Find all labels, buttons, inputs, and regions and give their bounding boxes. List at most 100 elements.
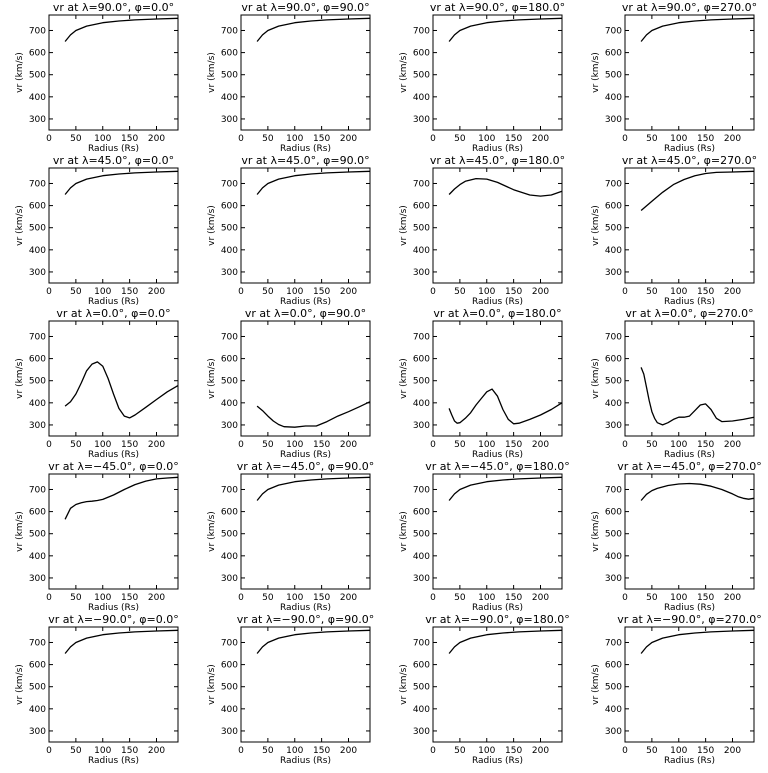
y-tick-label: 700	[605, 26, 622, 36]
x-tick-label: 50	[70, 134, 82, 144]
y-tick-label: 600	[605, 202, 622, 212]
x-axis-label: Radius (Rs)	[472, 144, 523, 154]
x-axis-label: Radius (Rs)	[280, 144, 331, 154]
panel-title: vr at λ=−90.0°, φ=0.0°	[48, 613, 178, 626]
panel-1-2: vr at λ=45.0°, φ=180.0° 0 50 100 150 200 300 40…	[399, 154, 565, 307]
series-line	[64, 476, 179, 520]
x-tick-label: 0	[430, 134, 436, 144]
panel-title: vr at λ=90.0°, φ=0.0°	[53, 1, 174, 14]
y-tick-label: 500	[221, 224, 238, 234]
x-tick-label: 150	[697, 134, 714, 144]
panel-title: vr at λ=−45.0°, φ=180.0°	[425, 460, 569, 473]
plot-frame	[240, 167, 371, 284]
y-tick-label: 400	[413, 246, 430, 256]
x-axis-label: Radius (Rs)	[280, 297, 331, 307]
plot-frame	[432, 14, 563, 131]
y-tick-label: 300	[413, 115, 430, 125]
y-tick-label: 700	[221, 638, 238, 648]
x-tick-label: 200	[148, 746, 165, 756]
y-tick-label: 400	[605, 246, 622, 256]
x-axis-label: Radius (Rs)	[664, 756, 715, 766]
x-axis-label: Radius (Rs)	[88, 756, 139, 766]
x-axis-label: Radius (Rs)	[280, 450, 331, 460]
panel-1-0: vr at λ=45.0°, φ=0.0° 0 50 100 150 200 300 400 5…	[15, 154, 179, 307]
x-tick-label: 50	[454, 746, 466, 756]
x-tick-label: 50	[646, 593, 658, 603]
y-tick-label: 600	[605, 355, 622, 365]
y-tick-label: 600	[413, 355, 430, 365]
plot-frame	[624, 626, 755, 743]
panel-4-0: vr at λ=−90.0°, φ=0.0° 0 50 100 150 200 300 400…	[15, 613, 179, 766]
x-axis-label: Radius (Rs)	[664, 144, 715, 154]
x-tick-label: 200	[532, 134, 549, 144]
y-tick-label: 600	[413, 202, 430, 212]
y-tick-label: 500	[605, 683, 622, 693]
plot-frame	[240, 320, 371, 437]
x-tick-label: 150	[121, 593, 138, 603]
y-tick-label: 400	[221, 93, 238, 103]
panel-title: vr at λ=0.0°, φ=270.0°	[625, 307, 753, 320]
y-tick-label: 500	[29, 683, 46, 693]
x-tick-label: 150	[505, 440, 522, 450]
y-tick-label: 400	[29, 93, 46, 103]
x-tick-label: 200	[532, 746, 549, 756]
panel-title: vr at λ=−45.0°, φ=0.0°	[48, 460, 178, 473]
panel-title: vr at λ=45.0°, φ=90.0°	[241, 154, 369, 167]
series-line	[448, 388, 563, 425]
y-tick-label: 300	[605, 115, 622, 125]
panel-title: vr at λ=45.0°, φ=270.0°	[622, 154, 757, 167]
series-line	[256, 17, 371, 42]
x-tick-label: 100	[670, 134, 687, 144]
x-tick-label: 100	[94, 593, 111, 603]
x-tick-label: 0	[430, 287, 436, 297]
x-tick-label: 200	[724, 440, 741, 450]
x-tick-label: 150	[697, 440, 714, 450]
y-axis-label: vr (km/s)	[399, 511, 409, 552]
panel-4-2: vr at λ=−90.0°, φ=180.0° 0 50 100 150 200 300 4…	[399, 613, 570, 766]
y-tick-label: 300	[29, 115, 46, 125]
x-tick-label: 100	[670, 746, 687, 756]
x-tick-label: 200	[340, 287, 357, 297]
x-tick-label: 200	[148, 440, 165, 450]
y-tick-label: 300	[221, 115, 238, 125]
x-tick-label: 0	[622, 134, 628, 144]
y-tick-label: 600	[29, 49, 46, 59]
y-axis-label: vr (km/s)	[207, 358, 217, 399]
x-tick-label: 150	[313, 746, 330, 756]
x-axis-label: Radius (Rs)	[664, 297, 715, 307]
x-tick-label: 100	[286, 287, 303, 297]
panel-1-3: vr at λ=45.0°, φ=270.0° 0 50 100 150 200 300 40…	[591, 154, 757, 307]
y-tick-label: 700	[605, 638, 622, 648]
x-tick-label: 50	[262, 134, 274, 144]
x-axis-label: Radius (Rs)	[280, 603, 331, 613]
y-tick-label: 300	[413, 421, 430, 431]
series-line	[448, 476, 563, 501]
x-axis-label: Radius (Rs)	[88, 144, 139, 154]
x-tick-label: 100	[478, 440, 495, 450]
x-tick-label: 0	[46, 134, 52, 144]
y-tick-label: 500	[605, 224, 622, 234]
y-axis-label: vr (km/s)	[591, 358, 601, 399]
y-tick-label: 300	[221, 268, 238, 278]
x-tick-label: 0	[238, 593, 244, 603]
x-tick-label: 0	[430, 746, 436, 756]
y-tick-label: 300	[29, 574, 46, 584]
series-line	[256, 170, 371, 195]
x-tick-label: 150	[505, 593, 522, 603]
x-tick-label: 100	[478, 287, 495, 297]
y-tick-label: 300	[221, 727, 238, 737]
panel-title: vr at λ=−45.0°, φ=90.0°	[237, 460, 374, 473]
y-tick-label: 500	[221, 530, 238, 540]
y-tick-label: 600	[29, 661, 46, 671]
panel-1-1: vr at λ=45.0°, φ=90.0° 0 50 100 150 200 300 400…	[207, 154, 371, 307]
panel-title: vr at λ=−90.0°, φ=90.0°	[237, 613, 374, 626]
x-tick-label: 150	[313, 134, 330, 144]
plot-frame	[48, 626, 179, 743]
panel-title: vr at λ=−90.0°, φ=270.0°	[617, 613, 761, 626]
x-tick-label: 100	[94, 287, 111, 297]
x-tick-label: 50	[646, 746, 658, 756]
plot-frame	[48, 14, 179, 131]
y-axis-label: vr (km/s)	[399, 664, 409, 705]
series-line	[256, 476, 371, 501]
